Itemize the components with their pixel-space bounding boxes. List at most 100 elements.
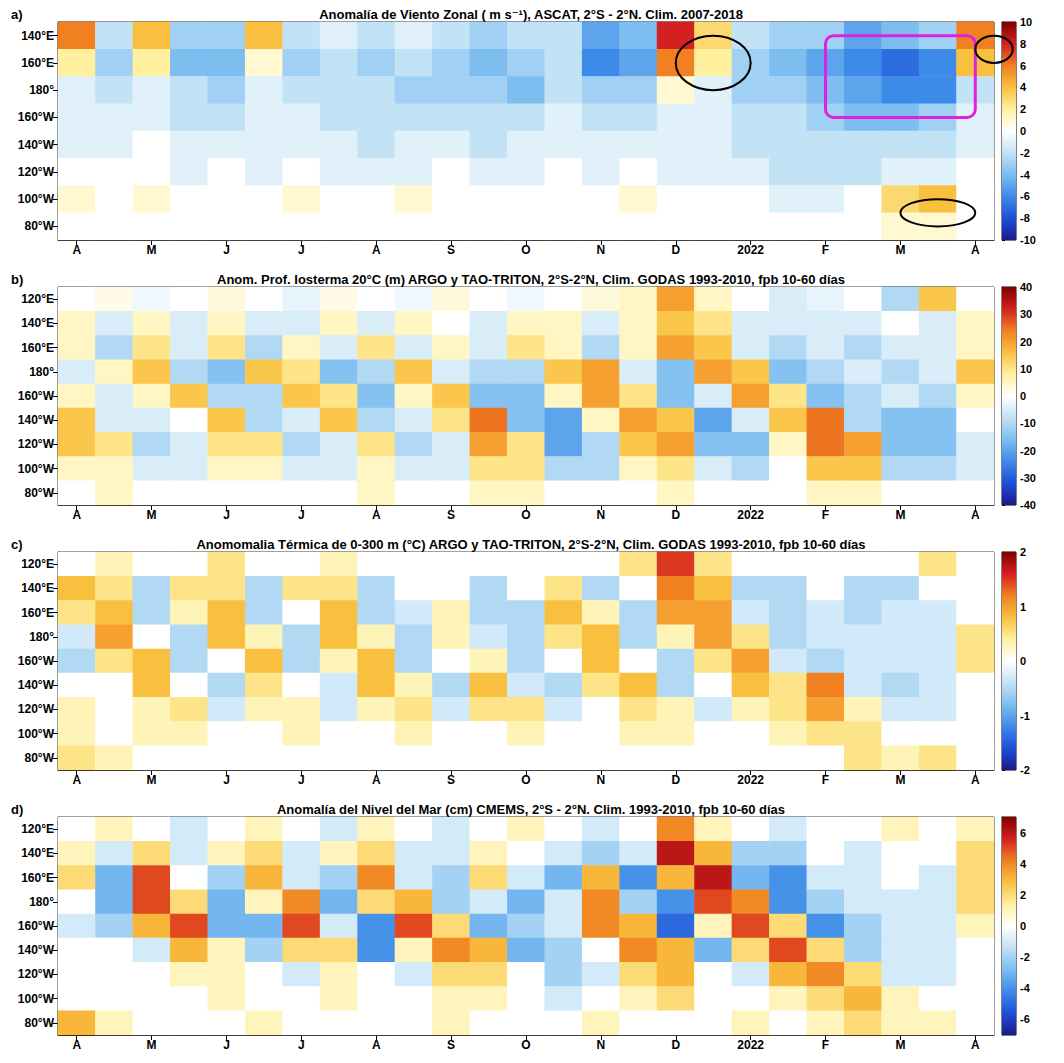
svg-text:100°W: 100°W (18, 192, 55, 206)
svg-text:120°E: 120°E (21, 822, 54, 836)
svg-text:8: 8 (1020, 38, 1026, 50)
svg-text:J: J (223, 508, 230, 522)
svg-text:M: M (895, 508, 905, 522)
svg-text:160°W: 160°W (18, 110, 55, 124)
svg-text:D: D (671, 773, 680, 787)
svg-text:120°E: 120°E (21, 292, 54, 306)
svg-text:180°: 180° (29, 895, 54, 909)
svg-text:J: J (298, 243, 305, 257)
svg-text:1: 1 (1020, 601, 1026, 613)
svg-text:J: J (298, 1038, 305, 1052)
svg-text:-2: -2 (1020, 147, 1030, 159)
svg-text:O: O (521, 1038, 530, 1052)
svg-text:180°: 180° (29, 83, 54, 97)
svg-text:A: A (971, 1038, 980, 1052)
svg-text:140°E: 140°E (21, 581, 54, 595)
svg-text:D: D (671, 243, 680, 257)
svg-text:-30: -30 (1020, 472, 1036, 484)
svg-text:2: 2 (1020, 546, 1026, 558)
svg-text:-8: -8 (1020, 212, 1030, 224)
svg-text:140°W: 140°W (18, 943, 55, 957)
svg-text:J: J (298, 773, 305, 787)
svg-text:100°W: 100°W (18, 727, 55, 741)
svg-text:140°W: 140°W (18, 678, 55, 692)
svg-text:0: 0 (1020, 920, 1026, 932)
svg-text:120°W: 120°W (18, 702, 55, 716)
svg-text:80°W: 80°W (25, 751, 55, 765)
svg-text:-10: -10 (1020, 417, 1036, 429)
svg-text:160°E: 160°E (21, 56, 54, 70)
svg-text:-1: -1 (1020, 710, 1030, 722)
svg-text:J: J (223, 1038, 230, 1052)
svg-text:6: 6 (1020, 60, 1026, 72)
svg-text:A: A (372, 773, 381, 787)
svg-text:A: A (971, 773, 980, 787)
svg-text:120°W: 120°W (18, 967, 55, 981)
svg-text:0: 0 (1020, 125, 1026, 137)
svg-text:J: J (223, 243, 230, 257)
svg-text:30: 30 (1020, 308, 1032, 320)
svg-text:S: S (447, 508, 455, 522)
svg-text:S: S (447, 773, 455, 787)
svg-text:A: A (971, 508, 980, 522)
svg-text:N: N (597, 243, 606, 257)
svg-text:-6: -6 (1020, 190, 1030, 202)
svg-text:O: O (521, 773, 530, 787)
svg-text:A: A (72, 508, 81, 522)
svg-text:180°: 180° (29, 630, 54, 644)
svg-text:F: F (822, 508, 829, 522)
svg-text:160°E: 160°E (21, 606, 54, 620)
svg-text:140°E: 140°E (21, 29, 54, 43)
svg-text:Anomalía del Nivel del Mar (cm: Anomalía del Nivel del Mar (cm) CMEMS, 2… (277, 802, 785, 817)
svg-text:M: M (147, 508, 157, 522)
svg-text:4: 4 (1020, 858, 1027, 870)
svg-text:-4: -4 (1020, 982, 1031, 994)
svg-text:-6: -6 (1020, 1013, 1030, 1025)
svg-text:80°W: 80°W (25, 219, 55, 233)
svg-text:N: N (597, 508, 606, 522)
svg-text:-20: -20 (1020, 445, 1036, 457)
svg-text:M: M (147, 1038, 157, 1052)
svg-text:Anomomalia Térmica de 0-300 m: Anomomalia Térmica de 0-300 m (°C) ARGO … (196, 537, 865, 552)
svg-text:0: 0 (1020, 390, 1026, 402)
svg-text:6: 6 (1020, 827, 1026, 839)
svg-text:10: 10 (1020, 16, 1032, 28)
svg-text:A: A (72, 773, 81, 787)
svg-text:M: M (895, 243, 905, 257)
svg-text:F: F (822, 1038, 829, 1052)
svg-text:N: N (597, 1038, 606, 1052)
svg-text:A: A (971, 243, 980, 257)
svg-text:A: A (372, 508, 381, 522)
svg-text:Anomalía de Viento Zonal ( m s: Anomalía de Viento Zonal ( m s⁻¹), ASCAT… (319, 7, 743, 22)
svg-text:120°E: 120°E (21, 557, 54, 571)
svg-text:O: O (521, 243, 530, 257)
svg-text:D: D (671, 508, 680, 522)
svg-text:A: A (372, 243, 381, 257)
svg-text:20: 20 (1020, 336, 1032, 348)
svg-text:-40: -40 (1020, 499, 1036, 511)
svg-text:M: M (147, 773, 157, 787)
svg-text:140°W: 140°W (18, 138, 55, 152)
svg-text:160°W: 160°W (18, 654, 55, 668)
svg-text:2: 2 (1020, 103, 1026, 115)
svg-text:D: D (671, 1038, 680, 1052)
svg-text:160°E: 160°E (21, 341, 54, 355)
svg-text:A: A (72, 243, 81, 257)
svg-text:100°W: 100°W (18, 992, 55, 1006)
svg-text:2: 2 (1020, 889, 1026, 901)
svg-text:2022: 2022 (737, 243, 764, 257)
svg-text:M: M (895, 1038, 905, 1052)
svg-text:2022: 2022 (737, 508, 764, 522)
svg-text:A: A (72, 1038, 81, 1052)
svg-text:F: F (822, 243, 829, 257)
svg-text:J: J (223, 773, 230, 787)
svg-text:180°: 180° (29, 365, 54, 379)
svg-text:0: 0 (1020, 655, 1026, 667)
svg-text:2022: 2022 (737, 1038, 764, 1052)
svg-text:M: M (895, 773, 905, 787)
svg-text:F: F (822, 773, 829, 787)
svg-text:100°W: 100°W (18, 462, 55, 476)
svg-text:S: S (447, 243, 455, 257)
svg-text:160°W: 160°W (18, 389, 55, 403)
svg-text:140°E: 140°E (21, 846, 54, 860)
